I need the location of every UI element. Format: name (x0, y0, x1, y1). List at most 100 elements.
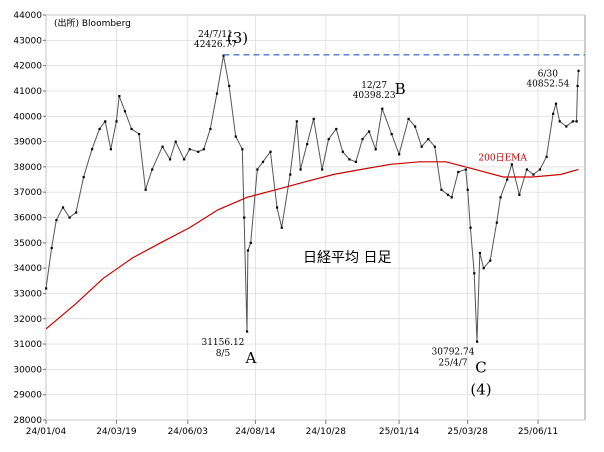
price-point (482, 267, 485, 270)
y-tick-label: 44000 (13, 11, 42, 21)
price-point (68, 216, 71, 219)
price-point (538, 168, 542, 171)
price-point (577, 69, 580, 72)
price-point (327, 138, 330, 141)
price-point (50, 246, 53, 250)
price-point (558, 120, 561, 123)
price-point (295, 120, 298, 123)
y-tick-label: 34000 (13, 264, 42, 274)
price-point (499, 196, 502, 199)
price-point (466, 188, 469, 191)
y-tick-label: 35000 (13, 239, 42, 249)
price-point (576, 84, 579, 88)
price-point (571, 120, 574, 123)
price-point (144, 188, 147, 191)
y-tick-label: 33000 (13, 289, 42, 299)
price-point (532, 173, 535, 176)
price-point (123, 110, 127, 113)
price-point (209, 127, 212, 131)
annotation-date: 24/7/11 (198, 30, 233, 40)
price-point (202, 148, 205, 151)
price-point (495, 221, 498, 224)
price-point (82, 176, 85, 179)
price-point (245, 330, 249, 333)
price-point (261, 160, 265, 164)
y-axis: 28000 29000 30000 31000 32000 33000 34000 35000… (13, 11, 46, 426)
price-point (506, 178, 509, 181)
price-point (407, 117, 410, 120)
price-point (478, 251, 482, 255)
price-point (381, 107, 384, 110)
price-point (45, 287, 48, 290)
price-point (137, 132, 141, 136)
price-point (518, 193, 521, 196)
grid (45, 14, 585, 421)
source-label: (出所) Bloomberg (54, 17, 131, 29)
y-tick-label: 30000 (13, 365, 42, 375)
price-point (476, 340, 479, 343)
price-point (61, 206, 65, 209)
price-point (241, 148, 244, 151)
price-point (161, 145, 164, 148)
y-tick-label: 37000 (13, 188, 42, 198)
annotation-date: 6/30 (538, 70, 558, 80)
price-point (312, 117, 315, 120)
price-point (554, 102, 558, 105)
price-point (306, 143, 309, 146)
price-point (341, 150, 344, 153)
annotation-marker: A (245, 349, 257, 367)
price-point (98, 127, 101, 131)
x-tick-label: 25/03/28 (447, 427, 488, 437)
y-tick-label: 43000 (13, 36, 42, 46)
x-tick-label: 24/08/14 (235, 427, 276, 437)
price-point (446, 193, 450, 196)
price-point (457, 170, 460, 174)
price-point (269, 150, 272, 153)
price-point (197, 150, 200, 153)
y-tick-label: 38000 (13, 163, 42, 173)
y-tick-label: 28000 (13, 416, 42, 426)
price-point (228, 84, 231, 88)
price-point (280, 226, 283, 229)
price-point (368, 130, 371, 133)
price-point (545, 155, 548, 158)
price-point (130, 127, 133, 131)
x-axis: 24/01/04 24/03/19 24/06/03 24/08/14 24/10/28… (26, 420, 558, 437)
y-tick-label: 39000 (13, 138, 42, 148)
price-point (151, 168, 154, 171)
price-point (433, 145, 436, 148)
x-tick-label: 24/10/28 (306, 427, 347, 437)
price-point (565, 125, 568, 128)
annotation-value: 40398.23 (353, 91, 396, 101)
price-point (91, 148, 94, 151)
y-tick-label: 32000 (13, 315, 42, 325)
price-point (398, 153, 401, 156)
price-point (243, 216, 246, 219)
annotation-value: 30792.74 (432, 347, 475, 357)
price-point (183, 158, 186, 161)
y-tick-label: 42000 (13, 62, 42, 72)
annotation-value: 40852.54 (526, 80, 569, 90)
price-point (115, 120, 118, 123)
price-point (55, 219, 58, 222)
price-point (450, 196, 453, 199)
price-point (249, 241, 252, 245)
price-point (321, 168, 324, 171)
price-point (525, 168, 528, 171)
x-tick-label: 25/06/11 (518, 427, 558, 437)
price-point (335, 127, 338, 131)
price-point (168, 158, 172, 161)
annotation-marker: C (475, 358, 486, 376)
price-point (75, 211, 78, 214)
price-point (427, 138, 430, 141)
y-tick-label: 36000 (13, 214, 42, 224)
price-point (188, 148, 191, 151)
annotation-date: 25/4/7 (439, 358, 468, 368)
annotation-value: 31156.12 (201, 338, 244, 348)
price-point (414, 125, 417, 128)
price-point (473, 272, 476, 275)
price-point (464, 168, 467, 171)
x-tick-label: 24/06/03 (168, 427, 208, 437)
chart-title: 日経平均 日足 (303, 250, 391, 266)
